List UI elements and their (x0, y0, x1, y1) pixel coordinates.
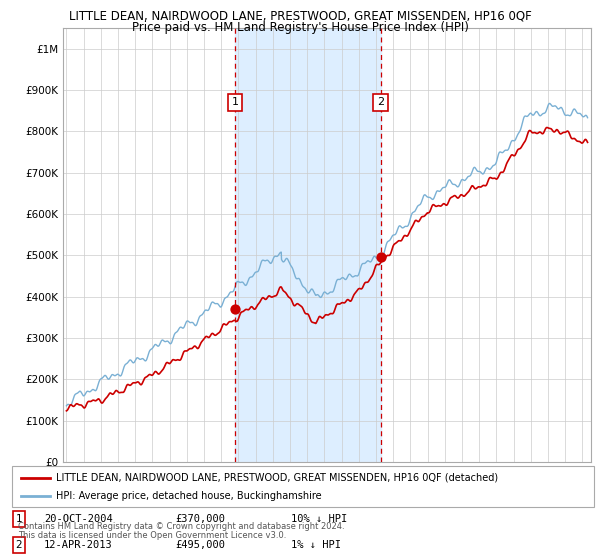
Text: £370,000: £370,000 (175, 514, 225, 524)
Text: Price paid vs. HM Land Registry's House Price Index (HPI): Price paid vs. HM Land Registry's House … (131, 21, 469, 34)
Text: 1: 1 (16, 514, 22, 524)
Text: £495,000: £495,000 (175, 540, 225, 550)
Text: LITTLE DEAN, NAIRDWOOD LANE, PRESTWOOD, GREAT MISSENDEN, HP16 0QF: LITTLE DEAN, NAIRDWOOD LANE, PRESTWOOD, … (68, 10, 532, 22)
Text: This data is licensed under the Open Government Licence v3.0.: This data is licensed under the Open Gov… (18, 531, 286, 540)
Text: 1: 1 (232, 97, 238, 108)
FancyBboxPatch shape (12, 466, 594, 507)
Point (230, 305, 240, 314)
Text: 2: 2 (377, 97, 384, 108)
Text: 12-APR-2013: 12-APR-2013 (44, 540, 113, 550)
Text: Contains HM Land Registry data © Crown copyright and database right 2024.: Contains HM Land Registry data © Crown c… (18, 522, 344, 531)
Text: 10% ↓ HPI: 10% ↓ HPI (292, 514, 347, 524)
Text: 1% ↓ HPI: 1% ↓ HPI (292, 540, 341, 550)
Text: 20-OCT-2004: 20-OCT-2004 (44, 514, 113, 524)
Text: 2: 2 (16, 540, 22, 550)
Text: LITTLE DEAN, NAIRDWOOD LANE, PRESTWOOD, GREAT MISSENDEN, HP16 0QF (detached): LITTLE DEAN, NAIRDWOOD LANE, PRESTWOOD, … (56, 473, 498, 483)
Text: HPI: Average price, detached house, Buckinghamshire: HPI: Average price, detached house, Buck… (56, 491, 321, 501)
Point (376, 253, 385, 262)
Bar (235, 28, 380, 462)
